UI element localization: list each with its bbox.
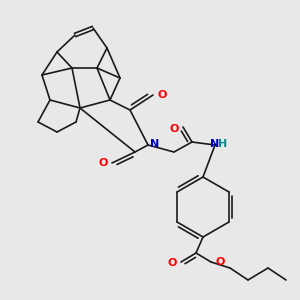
Text: H: H [218,139,228,149]
Text: O: O [169,124,179,134]
Text: O: O [157,90,166,100]
Text: N: N [210,139,220,149]
Text: N: N [150,139,159,149]
Text: O: O [99,158,108,168]
Text: O: O [168,258,177,268]
Text: O: O [216,257,225,267]
